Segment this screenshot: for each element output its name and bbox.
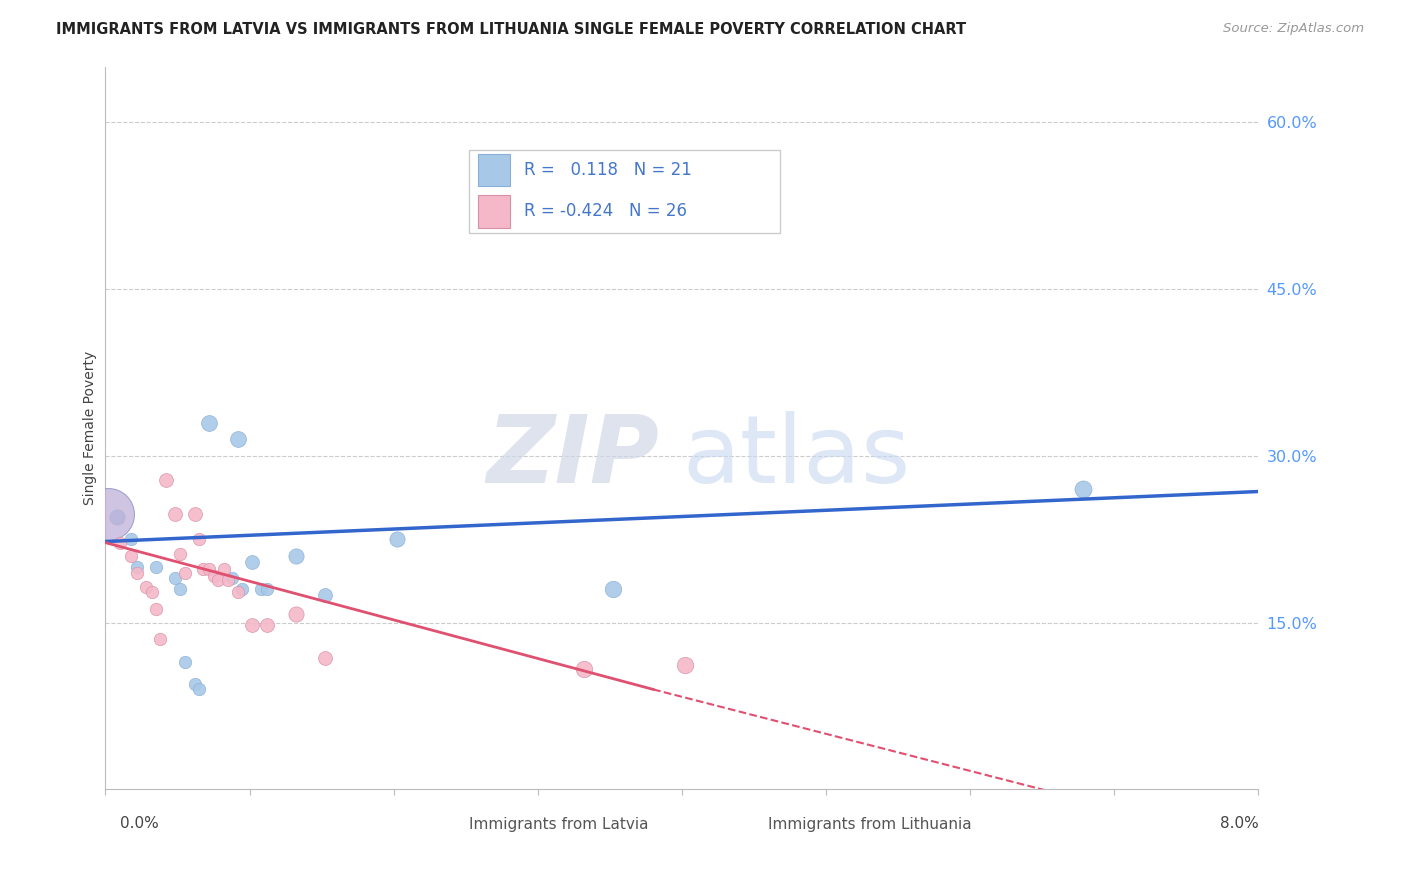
Point [188, 682, 211, 697]
Point [188, 533, 211, 547]
Point [184, 507, 207, 521]
Point [385, 533, 408, 547]
Point [217, 574, 239, 588]
Point [221, 571, 243, 585]
Text: IMMIGRANTS FROM LATVIA VS IMMIGRANTS FROM LITHUANIA SINGLE FEMALE POVERTY CORREL: IMMIGRANTS FROM LATVIA VS IMMIGRANTS FRO… [56, 22, 966, 37]
Text: 0.0%: 0.0% [120, 816, 159, 831]
Point [572, 662, 595, 676]
Point [226, 432, 249, 446]
Point [120, 533, 142, 547]
Point [169, 582, 191, 597]
Text: Source: ZipAtlas.com: Source: ZipAtlas.com [1223, 22, 1364, 36]
Point [120, 549, 142, 563]
Point [226, 584, 249, 599]
Text: Immigrants from Lithuania: Immigrants from Lithuania [768, 817, 972, 832]
Y-axis label: Single Female Poverty: Single Female Poverty [83, 351, 97, 505]
Point [673, 657, 696, 672]
Point [242, 555, 264, 569]
Point [284, 607, 307, 621]
Point [173, 566, 195, 580]
Bar [478, 195, 510, 227]
Point [202, 569, 225, 583]
Bar [478, 154, 510, 186]
Point [127, 566, 149, 580]
Point [173, 655, 195, 669]
Point [163, 571, 186, 585]
Bar [434, 814, 460, 835]
Point [184, 677, 207, 691]
Point [256, 618, 278, 632]
Text: 8.0%: 8.0% [1219, 816, 1258, 831]
Point [242, 618, 264, 632]
Point [212, 562, 235, 576]
FancyBboxPatch shape [468, 150, 780, 233]
Bar [734, 814, 759, 835]
Point [314, 588, 336, 602]
Point [97, 507, 120, 521]
Point [193, 562, 215, 576]
Point [169, 547, 191, 561]
Point [149, 632, 172, 647]
Point [250, 582, 273, 597]
Point [105, 510, 128, 524]
Point [284, 549, 307, 563]
Point [145, 560, 167, 574]
Text: Immigrants from Latvia: Immigrants from Latvia [468, 817, 648, 832]
Point [108, 535, 131, 549]
Point [163, 507, 186, 521]
Text: ZIP: ZIP [486, 411, 659, 503]
Point [145, 602, 167, 616]
Point [127, 560, 149, 574]
Point [314, 651, 336, 665]
Point [141, 584, 163, 599]
Point [602, 582, 624, 597]
Text: atlas: atlas [682, 411, 910, 503]
Point [256, 582, 278, 597]
Text: R =   0.118   N = 21: R = 0.118 N = 21 [524, 161, 692, 179]
Point [231, 582, 253, 597]
Point [155, 474, 177, 488]
Point [198, 416, 221, 430]
Point [207, 574, 229, 588]
Text: R = -0.424   N = 26: R = -0.424 N = 26 [524, 202, 688, 220]
Point [198, 562, 221, 576]
Point [1071, 483, 1094, 497]
Point [135, 580, 157, 594]
